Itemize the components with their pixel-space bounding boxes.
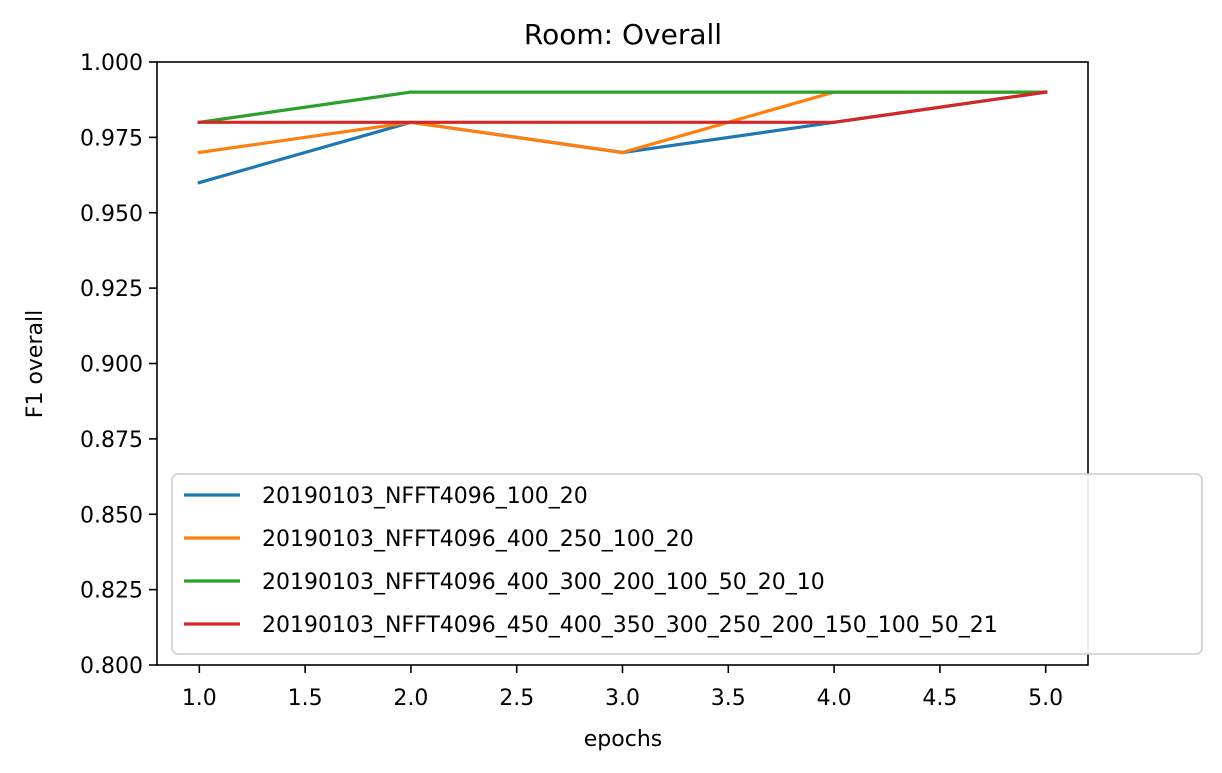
legend-label-3: 20190103_NFFT4096_400_300_200_100_50_20_… <box>262 570 825 595</box>
y-tick-label: 0.850 <box>80 503 143 528</box>
x-tick-label: 4.0 <box>817 686 852 711</box>
y-tick-label: 0.900 <box>80 353 143 378</box>
legend-label-4: 20190103_NFFT4096_450_400_350_300_250_20… <box>262 613 998 638</box>
series-line-3 <box>197 90 1048 125</box>
y-axis-label: F1 overall <box>23 310 48 418</box>
legend: 20190103_NFFT4096_100_20 20190103_NFFT409… <box>171 473 1203 655</box>
plot-frame <box>156 61 1089 666</box>
x-tick-label: 1.5 <box>288 686 323 711</box>
x-tick-label: 5.0 <box>1028 686 1063 711</box>
legend-label-2: 20190103_NFFT4096_400_250_100_20 <box>262 527 694 552</box>
y-tick-label: 0.800 <box>80 654 143 679</box>
x-tick-label: 2.0 <box>393 686 428 711</box>
x-tick-label: 4.5 <box>922 686 957 711</box>
y-axis-ticks: 0.800 0.825 0.850 0.875 0.900 0.925 0.950 0.975… <box>80 51 157 679</box>
series-line-4 <box>197 90 1048 124</box>
x-axis-label: epochs <box>584 727 662 752</box>
y-tick-label: 0.925 <box>80 277 143 302</box>
y-tick-label: 0.950 <box>80 202 143 227</box>
x-axis-ticks: 1.0 1.5 2.0 2.5 3.0 3.5 4.0 4.5 5.0 <box>182 665 1063 711</box>
x-tick-label: 2.5 <box>499 686 534 711</box>
x-tick-label: 3.5 <box>711 686 746 711</box>
y-tick-label: 0.875 <box>80 428 143 453</box>
x-tick-label: 3.0 <box>605 686 640 711</box>
series-lines <box>197 90 1048 185</box>
legend-label-1: 20190103_NFFT4096_100_20 <box>262 484 588 509</box>
y-tick-label: 0.825 <box>80 579 143 604</box>
y-tick-label: 0.975 <box>80 126 143 151</box>
legend-box <box>171 473 1203 655</box>
chart-title: Room: Overall <box>524 18 722 51</box>
y-tick-label: 1.000 <box>80 51 143 76</box>
x-tick-label: 1.0 <box>182 686 217 711</box>
